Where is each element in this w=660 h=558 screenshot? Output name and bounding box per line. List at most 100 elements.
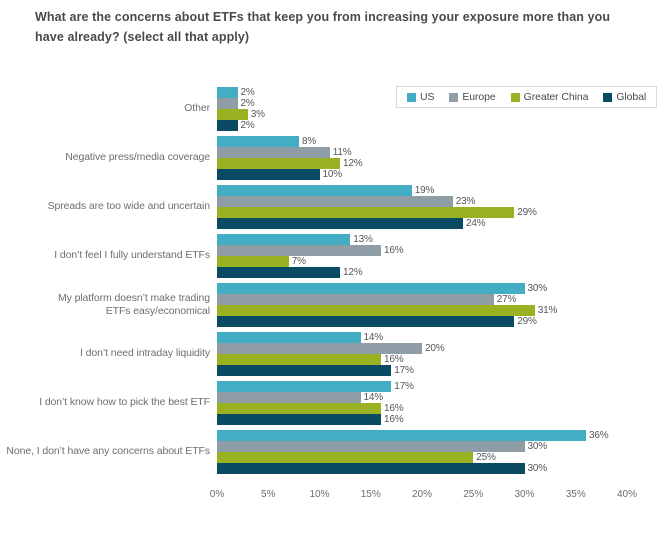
bar-us <box>217 136 299 147</box>
bar-global <box>217 316 515 327</box>
value-label: 36% <box>589 430 609 441</box>
bar-row-us: 13% <box>217 234 403 245</box>
bar-row-us: 30% <box>217 283 557 294</box>
value-label: 17% <box>394 365 414 376</box>
legend-item-global: Global <box>603 91 646 103</box>
bar-row-us: 14% <box>217 332 444 343</box>
legend-label: Global <box>616 91 647 103</box>
bar-row-us: 17% <box>217 381 414 392</box>
value-label: 7% <box>291 256 306 267</box>
value-label: 14% <box>363 332 384 343</box>
value-label: 8% <box>302 136 317 147</box>
category-label: Other <box>184 102 210 115</box>
category-group-spreads-are-too-wide-and-uncer: Spreads are too wide and uncertain 19% 23%… <box>0 185 608 229</box>
bar-row-greater-china: 29% <box>217 207 537 218</box>
value-label: 2% <box>240 98 255 109</box>
bar-group: 14% 20% 16% 17% <box>217 332 445 376</box>
legend-item-europe: Europe <box>449 91 496 103</box>
value-label: 16% <box>384 403 404 414</box>
bar-global <box>217 120 238 131</box>
bar-group: 17% 14% 16% 16% <box>217 381 414 425</box>
bar-us <box>217 332 361 343</box>
x-axis-tick: 35% <box>565 489 586 500</box>
value-label: 19% <box>414 185 435 196</box>
bar-row-europe: 11% <box>217 147 362 158</box>
value-label: 11% <box>332 147 352 158</box>
bar-row-global: 17% <box>217 365 444 376</box>
bar-us <box>217 185 412 196</box>
bar-us <box>217 381 392 392</box>
x-axis-tick: 5% <box>261 489 276 500</box>
bar-europe <box>217 441 525 452</box>
x-axis: 0% 5% 10% 15% 20% 25% 30% 35% 40% <box>0 489 660 503</box>
value-label: 12% <box>343 267 363 278</box>
bar-europe <box>217 294 494 305</box>
bar-group: 36% 30% 25% 30% <box>217 430 609 474</box>
category-label: I don’t know how to pick the best ETF <box>39 396 210 409</box>
bar-row-global: 29% <box>217 316 557 327</box>
value-label: 16% <box>384 245 404 256</box>
bar-global <box>217 463 525 474</box>
bar-global <box>217 414 381 425</box>
value-label: 3% <box>250 109 265 120</box>
legend-swatch-icon <box>449 92 459 102</box>
legend-swatch-icon <box>407 92 416 102</box>
category-group-my-platform-doesn-t-make-tradi: My platform doesn’t make trading ETFs ea… <box>0 283 608 327</box>
bar-us <box>217 430 586 441</box>
value-label: 14% <box>363 392 384 403</box>
x-axis-tick: 0% <box>209 489 225 500</box>
bar-chart: Other 2% 2% 3% 2% Negative press/media covera… <box>0 87 609 479</box>
value-label: 29% <box>517 316 537 327</box>
bar-group: 13% 16% 7% 12% <box>217 234 404 278</box>
bar-greater-china <box>217 305 535 316</box>
bar-europe <box>217 245 381 256</box>
bar-group: 19% 23% 29% 24% <box>217 185 537 229</box>
value-label: 27% <box>496 294 517 305</box>
legend: US Europe Greater China Global <box>396 86 658 108</box>
bar-row-greater-china: 31% <box>217 305 557 316</box>
bar-us <box>217 87 238 98</box>
bar-row-global: 24% <box>217 218 537 229</box>
category-group-none-i-don-t-have-any-concerns: None, I don’t have any concerns about ET… <box>0 430 609 474</box>
legend-swatch-icon <box>510 92 520 102</box>
bar-greater-china <box>217 256 289 267</box>
bar-row-us: 36% <box>217 430 609 441</box>
bar-group: 30% 27% 31% 29% <box>217 283 557 327</box>
bar-europe <box>217 98 238 109</box>
bar-row-europe: 14% <box>217 392 414 403</box>
bar-row-global: 12% <box>217 267 403 278</box>
bar-global <box>217 365 392 376</box>
bar-row-us: 8% <box>217 136 362 147</box>
bar-row-greater-china: 16% <box>217 403 414 414</box>
category-label: My platform doesn’t make trading ETFs ea… <box>57 291 210 317</box>
value-label: 10% <box>322 169 343 180</box>
category-label: Negative press/media coverage <box>65 151 210 164</box>
bar-greater-china <box>217 354 381 365</box>
value-label: 30% <box>527 463 548 474</box>
bar-group: 8% 11% 12% 10% <box>217 136 363 180</box>
bar-global <box>217 267 340 278</box>
bar-row-global: 16% <box>217 414 414 425</box>
bar-row-greater-china: 12% <box>217 158 363 169</box>
x-axis-tick: 10% <box>309 489 330 500</box>
value-label: 30% <box>527 283 548 294</box>
category-label: I don’t feel I fully understand ETFs <box>54 249 210 262</box>
bar-global <box>217 169 320 180</box>
bar-greater-china <box>217 403 381 414</box>
value-label: 24% <box>466 218 486 229</box>
x-axis-tick: 30% <box>514 489 535 500</box>
value-label: 17% <box>394 381 414 392</box>
bar-row-greater-china: 25% <box>217 452 608 463</box>
value-label: 20% <box>425 343 445 354</box>
category-label: I don’t need intraday liquidity <box>80 347 210 360</box>
bar-row-us: 2% <box>217 87 265 98</box>
legend-item-greater-china: Greater China <box>510 91 588 103</box>
value-label: 16% <box>384 414 404 425</box>
bar-row-europe: 27% <box>217 294 557 305</box>
bar-row-europe: 23% <box>217 196 537 207</box>
value-label: 31% <box>537 305 558 316</box>
x-axis-tick: 15% <box>360 489 381 500</box>
category-group-other: Other 2% 2% 3% 2% <box>0 87 608 131</box>
value-label: 2% <box>240 87 255 98</box>
